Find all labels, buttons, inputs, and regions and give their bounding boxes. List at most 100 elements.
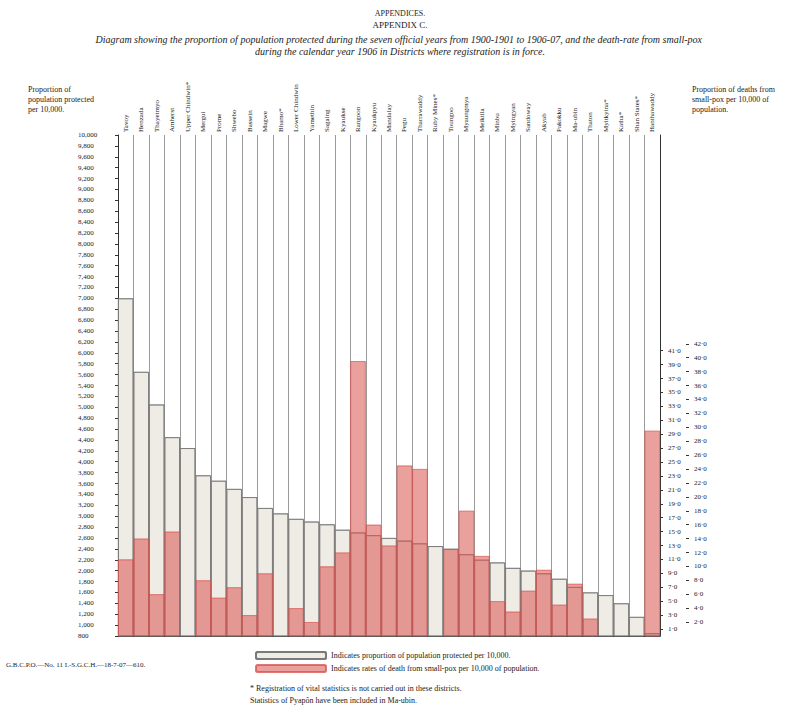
svg-text:Shwebo: Shwebo (230, 109, 238, 132)
svg-text:Pegu: Pegu (400, 118, 408, 133)
svg-text:Thaton: Thaton (586, 112, 594, 132)
svg-text:Yamethin: Yamethin (308, 105, 316, 132)
svg-text:population.: population. (692, 105, 728, 114)
svg-text:4,800: 4,800 (78, 414, 94, 422)
svg-text:9·0: 9·0 (668, 569, 678, 577)
svg-text:40·0: 40·0 (694, 354, 707, 362)
svg-text:25·0: 25·0 (668, 458, 681, 466)
svg-text:Myaungmya: Myaungmya (462, 96, 470, 132)
svg-text:8,000: 8,000 (78, 240, 94, 248)
svg-text:Prome: Prome (215, 114, 223, 132)
svg-text:Thayetmyo: Thayetmyo (153, 100, 161, 132)
svg-text:Mergui: Mergui (199, 111, 207, 132)
svg-text:3,400: 3,400 (78, 490, 94, 498)
svg-text:3,200: 3,200 (78, 501, 94, 509)
svg-text:35·0: 35·0 (668, 388, 681, 396)
svg-text:8,800: 8,800 (78, 196, 94, 204)
svg-text:6,600: 6,600 (78, 316, 94, 324)
svg-text:Tavoy: Tavoy (122, 114, 130, 132)
svg-text:Myitkyina*: Myitkyina* (602, 99, 610, 132)
svg-text:15·0: 15·0 (668, 528, 681, 536)
svg-text:7,200: 7,200 (78, 283, 94, 291)
svg-text:30·0: 30·0 (694, 423, 707, 431)
svg-text:20·0: 20·0 (694, 493, 707, 501)
svg-text:7,000: 7,000 (78, 294, 94, 302)
svg-text:8,400: 8,400 (78, 218, 94, 226)
svg-text:10,000: 10,000 (78, 131, 98, 139)
svg-text:G.B.C.P.O.—No. 11 I.-S.G.C.H.—: G.B.C.P.O.—No. 11 I.-S.G.C.H.—18-7-07—61… (6, 661, 146, 669)
svg-text:2,600: 2,600 (78, 534, 94, 542)
svg-text:6,000: 6,000 (78, 349, 94, 357)
svg-text:Rangoon: Rangoon (354, 106, 362, 132)
svg-text:5,000: 5,000 (78, 403, 94, 411)
svg-text:3,800: 3,800 (78, 469, 94, 477)
svg-text:Pakokku: Pakokku (555, 107, 563, 132)
svg-text:population protected: population protected (28, 95, 96, 104)
svg-text:7·0: 7·0 (668, 583, 678, 591)
svg-text:during the calendar year 1906: during the calendar year 1906 in Distric… (255, 46, 545, 57)
svg-text:22·0: 22·0 (694, 479, 707, 487)
svg-text:Proportion of deaths from: Proportion of deaths from (692, 85, 777, 94)
svg-text:7,400: 7,400 (78, 273, 94, 281)
svg-text:Mandalay: Mandalay (385, 104, 393, 132)
svg-text:3,600: 3,600 (78, 480, 94, 488)
svg-text:11·0: 11·0 (668, 555, 681, 563)
svg-text:Myingyan: Myingyan (509, 103, 517, 132)
svg-text:APPENDICES.: APPENDICES. (375, 9, 425, 18)
svg-text:Ruby Mines*: Ruby Mines* (431, 94, 439, 132)
svg-text:5,400: 5,400 (78, 382, 94, 390)
svg-text:Kyaukpyu: Kyaukpyu (370, 102, 378, 132)
svg-text:33·0: 33·0 (668, 402, 681, 410)
svg-text:Bassein: Bassein (246, 110, 254, 132)
svg-text:18·0: 18·0 (694, 507, 707, 515)
svg-text:16·0: 16·0 (694, 521, 707, 529)
svg-text:39·0: 39·0 (668, 361, 681, 369)
svg-text:8,600: 8,600 (78, 207, 94, 215)
svg-text:7,800: 7,800 (78, 251, 94, 259)
svg-text:26·0: 26·0 (694, 451, 707, 459)
svg-text:29·0: 29·0 (668, 430, 681, 438)
svg-text:Katha*: Katha* (617, 111, 625, 132)
svg-text:2,000: 2,000 (78, 567, 94, 575)
svg-text:1,200: 1,200 (78, 610, 94, 618)
svg-text:8,200: 8,200 (78, 229, 94, 237)
svg-text:Diagram showing the proportion: Diagram showing the proportion of popula… (94, 34, 704, 45)
svg-text:28·0: 28·0 (694, 437, 707, 445)
svg-text:800: 800 (78, 632, 89, 640)
svg-text:7,600: 7,600 (78, 262, 94, 270)
svg-text:1,400: 1,400 (78, 599, 94, 607)
svg-text:5,200: 5,200 (78, 392, 94, 400)
svg-text:6,200: 6,200 (78, 338, 94, 346)
svg-text:1·0: 1·0 (668, 625, 678, 633)
svg-text:1,800: 1,800 (78, 578, 94, 586)
svg-text:6·0: 6·0 (694, 590, 704, 598)
svg-text:37·0: 37·0 (668, 375, 681, 383)
svg-text:Magwe: Magwe (261, 111, 269, 132)
svg-text:4,600: 4,600 (78, 425, 94, 433)
svg-text:4,200: 4,200 (78, 447, 94, 455)
svg-text:4,000: 4,000 (78, 458, 94, 466)
svg-text:Minbu: Minbu (493, 113, 501, 132)
svg-text:Lower Chindwin: Lower Chindwin (292, 84, 300, 132)
svg-text:3,000: 3,000 (78, 512, 94, 520)
svg-text:6,400: 6,400 (78, 327, 94, 335)
svg-text:Meiktila: Meiktila (478, 107, 486, 132)
svg-text:1,000: 1,000 (78, 621, 94, 629)
svg-text:5,600: 5,600 (78, 371, 94, 379)
svg-text:9,200: 9,200 (78, 175, 94, 183)
svg-text:Sandoway: Sandoway (524, 102, 532, 132)
svg-text:5,800: 5,800 (78, 360, 94, 368)
svg-text:Ma-ubin: Ma-ubin (571, 107, 579, 132)
svg-text:23·0: 23·0 (668, 472, 681, 480)
svg-text:Hanthawaddy: Hanthawaddy (648, 93, 656, 132)
svg-text:small-pox per 10,000 of: small-pox per 10,000 of (692, 95, 771, 104)
svg-text:10·0: 10·0 (694, 562, 707, 570)
svg-text:4·0: 4·0 (694, 604, 704, 612)
svg-text:32·0: 32·0 (694, 409, 707, 417)
svg-text:2·0: 2·0 (694, 618, 704, 626)
svg-text:Shan States*: Shan States* (633, 96, 641, 132)
svg-text:Bhamo*: Bhamo* (277, 108, 285, 132)
svg-text:34·0: 34·0 (694, 395, 707, 403)
svg-text:2,400: 2,400 (78, 545, 94, 553)
svg-text:9,000: 9,000 (78, 185, 94, 193)
